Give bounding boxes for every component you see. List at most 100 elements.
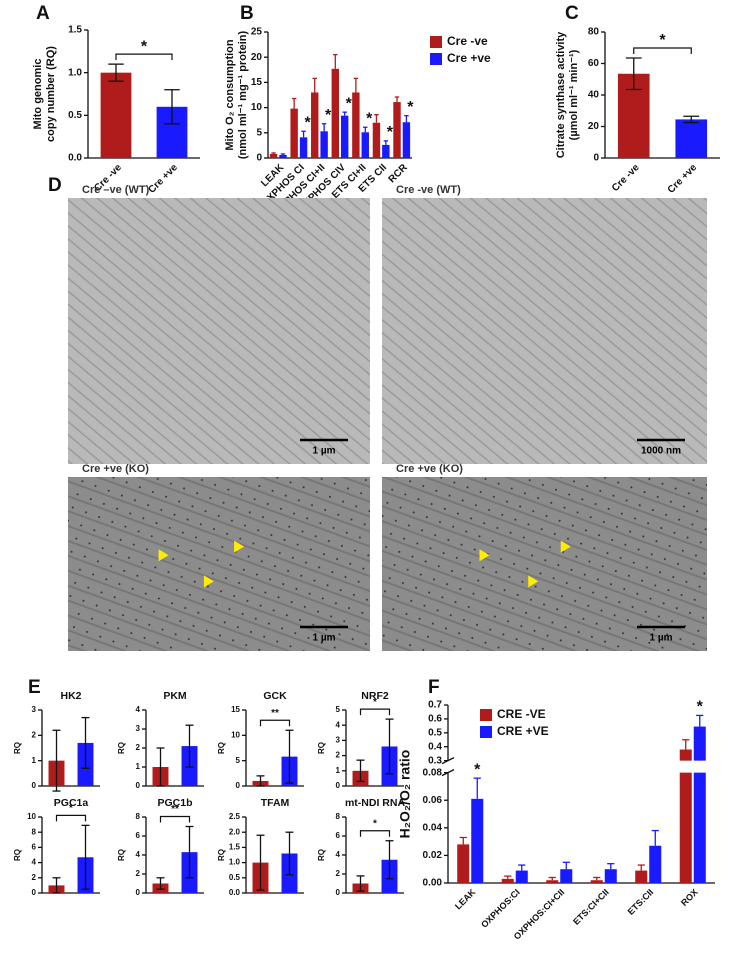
y-tick-label: 10 [231,730,240,739]
arrowhead [203,575,214,588]
legend-label: Cre +ve [447,51,491,65]
axis-break [441,757,455,765]
x-tick-label: LEAK [453,887,478,912]
scale-bar-label: 1000 nm [641,446,681,457]
y-tick-label: 8 [32,827,37,836]
y-axis-label: (nmol ml⁻¹ mg⁻¹ protein) [237,31,249,160]
legend-swatch [480,726,492,738]
y-tick-label: 1.5 [229,843,241,852]
significance-label: * [387,124,394,141]
y-tick-label: 0 [32,781,37,790]
y-tick-label: 1 [32,756,37,765]
significance-label: * [474,761,481,778]
y-tick-label: 8 [336,812,341,821]
arrowhead [479,549,490,562]
axis-break [441,769,455,777]
significance-bracket [115,53,173,61]
y-axis-label: (µmol ml⁻¹ min⁻¹) [568,49,580,140]
x-tick-label: RCR [387,162,411,186]
y-tick-label: 0 [336,888,341,897]
micrograph [382,198,707,464]
y-tick-label: 6 [136,831,141,840]
chart-title: TFAM [261,797,290,809]
x-tick-label: Cre -ve [610,162,642,194]
significance-label: * [659,32,666,49]
y-tick-label: 40 [588,90,600,101]
y-tick-label: 1.0 [68,67,82,78]
x-tick-label: ETS:CI+CII [571,887,611,927]
y-tick-label: 6 [32,843,37,852]
y-tick-label: 2 [136,743,141,752]
bar [311,92,319,158]
bar [361,132,369,158]
x-tick-label: Cre +ve [146,162,180,196]
y-axis-label: RQ [117,849,126,861]
arrowhead [158,549,169,562]
legend-label: CRE +VE [497,724,549,738]
y-tick-label: 2 [32,873,37,882]
legend-swatch [430,36,442,48]
x-tick-label: ROX [679,887,700,908]
y-tick-label: 0.5 [68,110,82,121]
bar [402,122,411,158]
significance-label: * [407,99,414,116]
significance-bracket [359,830,391,837]
y-tick-label: 0.5 [428,727,442,738]
bar [635,870,648,883]
panel-label: E [28,677,41,698]
y-tick-label: 4 [136,850,141,859]
y-tick-label: 5 [336,705,341,714]
panel-label: C [565,3,579,24]
y-tick-label: 0.7 [428,700,442,711]
y-tick-label: 0 [136,781,141,790]
y-tick-label: 0.4 [428,741,442,752]
bar [560,869,573,883]
y-tick-label: 0.02 [423,850,443,861]
y-tick-label: 0.0 [68,153,82,164]
bar [279,154,287,158]
y-tick-label: 15 [251,77,263,88]
y-tick-label: 0.08 [423,767,443,778]
bar [693,772,706,883]
significance-bracket [55,814,87,822]
y-tick-label: 2.0 [229,827,241,836]
y-tick-label: 5 [236,756,241,765]
panel-label: D [48,175,62,196]
y-tick-label: 10 [251,102,263,113]
y-tick-label: 3 [32,705,37,714]
scale-bar-label: 1 µm [650,633,673,644]
chart-title: mt-NDI RNA [345,797,405,809]
micrograph-title: Cre +ve (KO) [396,463,463,475]
legend-label: CRE -VE [497,707,546,721]
scale-bar-label: 1 µm [313,633,336,644]
y-axis-label: Mito O₂ consumption [224,39,236,150]
micrograph [68,198,370,464]
y-tick-label: 4 [336,850,341,859]
y-tick-label: 2 [136,869,141,878]
chart-title: PGC1a [54,797,89,809]
bar [501,878,514,883]
significance-label: * [373,818,377,829]
bar [546,880,559,883]
y-tick-label: 0 [136,888,141,897]
significance-label: * [325,107,332,124]
chart-title: NRF2 [361,690,389,702]
chart-title: GCK [263,690,287,702]
significance-label: * [69,803,73,814]
y-tick-label: 0 [593,153,599,164]
significance-label: * [373,697,377,708]
x-tick-label: Cre +ve [666,162,700,196]
y-tick-label: 0 [336,781,341,790]
arrowhead [234,540,245,553]
chart-title: PGC1b [157,797,192,809]
y-tick-label: 5 [256,127,262,138]
significance-label: ** [271,708,279,719]
y-tick-label: 0.00 [423,878,443,889]
y-tick-label: 1 [136,762,141,771]
bar [590,880,603,883]
y-tick-label: 3 [336,736,341,745]
x-tick-label: ETS:CII [626,887,656,917]
micrograph-title: Cre -ve (WT) [396,184,461,196]
y-tick-label: 8 [136,812,141,821]
y-tick-label: 15 [231,705,240,714]
